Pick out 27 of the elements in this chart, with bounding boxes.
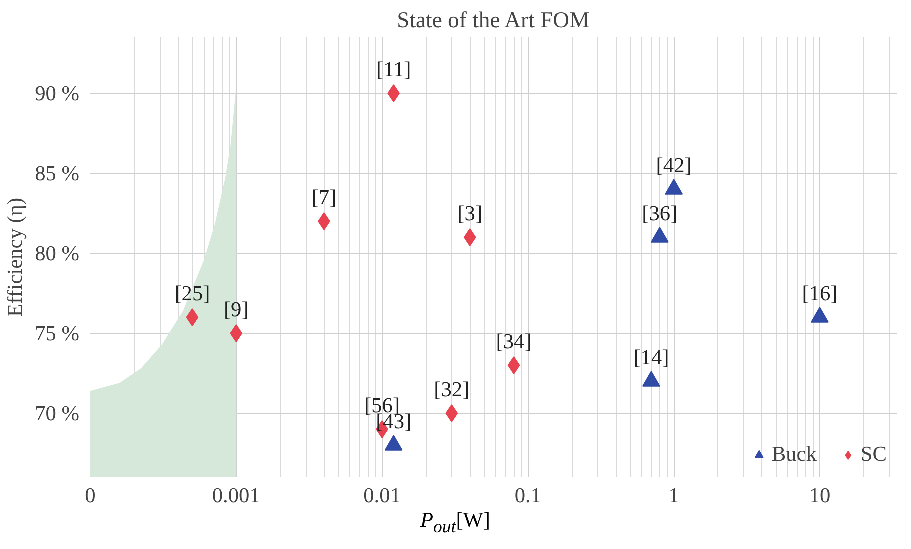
annotation: [34] — [496, 330, 532, 354]
y-tick-label: 85 % — [35, 162, 80, 186]
annotation: [16] — [802, 282, 838, 306]
y-tick-label: 80 % — [35, 242, 80, 266]
chart-title: State of the Art FOM — [397, 8, 590, 32]
y-axis-title: Efficiency (η) — [3, 198, 28, 318]
annotation: [25] — [174, 282, 210, 306]
x-axis-title: P$_{out}$[W] — [420, 508, 491, 536]
annotation: [32] — [434, 378, 470, 402]
y-tick-label: 75 % — [35, 322, 80, 346]
y-tick-label: 70 % — [35, 402, 80, 426]
annotation: [42] — [656, 154, 692, 178]
x-tick-label: 0.01 — [364, 484, 401, 508]
legend-label: Buck — [772, 442, 817, 467]
annotation: [11] — [376, 58, 412, 82]
y-tick-label: 90 % — [35, 82, 80, 106]
annotation: [36] — [642, 202, 678, 226]
x-tick-label: 0 — [85, 484, 96, 508]
x-tick-label: 10 — [809, 484, 831, 508]
annotation: [9] — [224, 298, 249, 322]
annotation: [7] — [312, 186, 337, 210]
annotation: [3] — [458, 202, 483, 226]
annotation: [14] — [634, 346, 670, 370]
x-tick-label: 0.1 — [514, 484, 542, 508]
x-tick-label: 0.001 — [212, 484, 260, 508]
legend-label: SC — [860, 442, 887, 467]
x-tick-label: 1 — [668, 484, 680, 508]
